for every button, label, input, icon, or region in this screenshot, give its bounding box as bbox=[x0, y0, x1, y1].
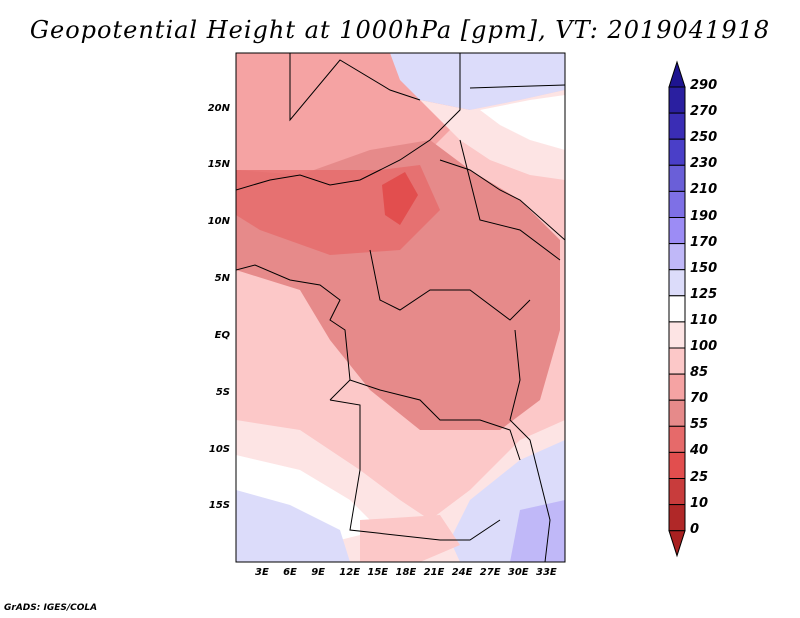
grads-credit: GrADS: IGES/COLA bbox=[4, 603, 98, 613]
colorbar-label: 210 bbox=[690, 182, 718, 198]
lon-label: 30E bbox=[507, 567, 529, 578]
colorbar-label: 10 bbox=[690, 495, 709, 511]
colorbar-label: 70 bbox=[690, 391, 709, 407]
colorbar-label: 100 bbox=[690, 339, 718, 354]
plot-title: Geopotential Height at 1000hPa [gpm], VT… bbox=[29, 16, 771, 44]
colorbar-box bbox=[668, 86, 686, 114]
colorbar-box bbox=[668, 217, 686, 245]
colorbar-label: 55 bbox=[690, 417, 709, 433]
country-borders bbox=[236, 53, 565, 562]
lat-label: 5S bbox=[215, 387, 230, 398]
lat-label: EQ bbox=[214, 330, 230, 341]
lon-label: 21E bbox=[423, 567, 445, 578]
colorbar-label: 125 bbox=[690, 286, 718, 302]
lat-label: 10N bbox=[207, 216, 230, 227]
colorbar-box bbox=[668, 164, 686, 192]
lon-label: 15E bbox=[367, 567, 389, 578]
colorbar-label: 230 bbox=[690, 156, 718, 172]
colorbar-label: 0 bbox=[690, 521, 700, 537]
colorbar-box bbox=[668, 425, 686, 453]
lat-label: 20N bbox=[207, 103, 230, 114]
colorbar-label: 190 bbox=[690, 208, 718, 224]
plot-frame bbox=[235, 52, 566, 563]
colorbar-label: 150 bbox=[690, 260, 718, 276]
colorbar-box bbox=[668, 504, 686, 532]
colorbar-box bbox=[668, 478, 686, 506]
lon-label: 9E bbox=[311, 567, 325, 578]
lon-label: 27E bbox=[479, 567, 501, 578]
lon-label: 33E bbox=[536, 567, 557, 578]
colorbar-box bbox=[668, 399, 686, 427]
lat-label: 5N bbox=[214, 273, 230, 284]
lat-label: 10S bbox=[208, 444, 230, 455]
lon-label: 6E bbox=[283, 567, 297, 578]
colorbar-box bbox=[668, 373, 686, 401]
colorbar-box bbox=[668, 451, 686, 479]
lon-label: 18E bbox=[395, 567, 417, 578]
colorbar-label: 170 bbox=[690, 234, 718, 250]
colorbar-box bbox=[668, 347, 686, 375]
lat-label: 15S bbox=[208, 500, 230, 511]
colorbar-label: 40 bbox=[690, 443, 709, 459]
colorbar-label: 25 bbox=[690, 469, 709, 485]
colorbar-box bbox=[668, 321, 686, 349]
lon-label: 3E bbox=[255, 567, 269, 578]
colorbar-box bbox=[668, 138, 686, 166]
colorbar-box bbox=[668, 295, 686, 323]
lat-label: 15N bbox=[207, 159, 230, 170]
colorbar-label: 270 bbox=[690, 104, 718, 120]
colorbar-box bbox=[668, 112, 686, 140]
colorbar-arrow-top bbox=[668, 60, 686, 88]
height-field bbox=[236, 53, 565, 562]
lon-label: 12E bbox=[339, 567, 361, 578]
colorbar-arrow-bottom bbox=[668, 530, 686, 558]
colorbar-label: 250 bbox=[690, 130, 718, 146]
colorbar-box bbox=[668, 269, 686, 297]
colorbar-label: 110 bbox=[690, 312, 718, 328]
lon-label: 24E bbox=[451, 567, 473, 578]
colorbar bbox=[668, 60, 686, 558]
colorbar-box bbox=[668, 190, 686, 218]
colorbar-box bbox=[668, 243, 686, 271]
colorbar-label: 290 bbox=[690, 78, 718, 93]
colorbar-label: 85 bbox=[690, 365, 709, 381]
